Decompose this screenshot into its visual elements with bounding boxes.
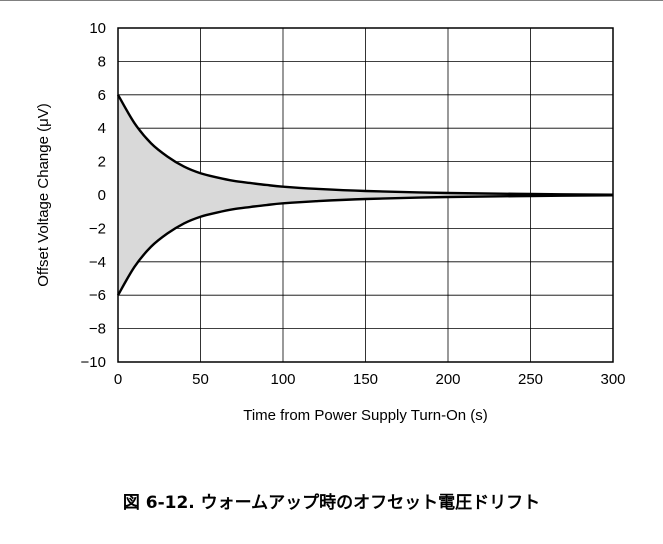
plot-frame xyxy=(117,27,614,363)
y-tick-label: 0 xyxy=(98,187,106,204)
drift-chart: 0 50 100 150 200 250 300 10 8 6 4 2 0 −2 −4 −6 −8 −10 Ti… xyxy=(35,20,626,424)
x-tick-label: 150 xyxy=(353,371,378,388)
x-tick-label: 200 xyxy=(435,371,460,388)
y-tick-label: −8 xyxy=(89,321,106,338)
lower-drift-curve xyxy=(116,194,614,296)
top-border xyxy=(0,0,663,1)
y-axis-label: Offset Voltage Change (μV) xyxy=(35,103,52,286)
y-tick-label: −4 xyxy=(89,254,106,271)
curves xyxy=(116,94,614,296)
y-tick-label: 10 xyxy=(89,20,106,37)
y-tick-labels: 10 8 6 4 2 0 −2 −4 −6 −8 −10 xyxy=(81,20,106,371)
y-tick-label: −6 xyxy=(89,287,106,304)
upper-drift-curve xyxy=(116,94,614,196)
x-tick-label: 0 xyxy=(114,371,122,388)
x-tick-label: 250 xyxy=(518,371,543,388)
x-tick-label: 300 xyxy=(600,371,625,388)
drift-band-fill xyxy=(118,94,613,296)
y-tick-label: 8 xyxy=(98,53,106,70)
y-tick-label: 6 xyxy=(98,87,106,104)
figure-caption: 図 6-12. ウォームアップ時のオフセット電圧ドリフト xyxy=(122,493,541,513)
x-tick-label: 100 xyxy=(270,371,295,388)
x-tick-labels: 0 50 100 150 200 250 300 xyxy=(114,371,626,388)
x-axis-label: Time from Power Supply Turn-On (s) xyxy=(243,407,488,424)
y-tick-label: 4 xyxy=(98,120,106,137)
x-tick-label: 50 xyxy=(192,371,209,388)
y-tick-label: −2 xyxy=(89,220,106,237)
y-tick-label: 2 xyxy=(98,154,106,171)
y-tick-label: −10 xyxy=(81,354,106,371)
